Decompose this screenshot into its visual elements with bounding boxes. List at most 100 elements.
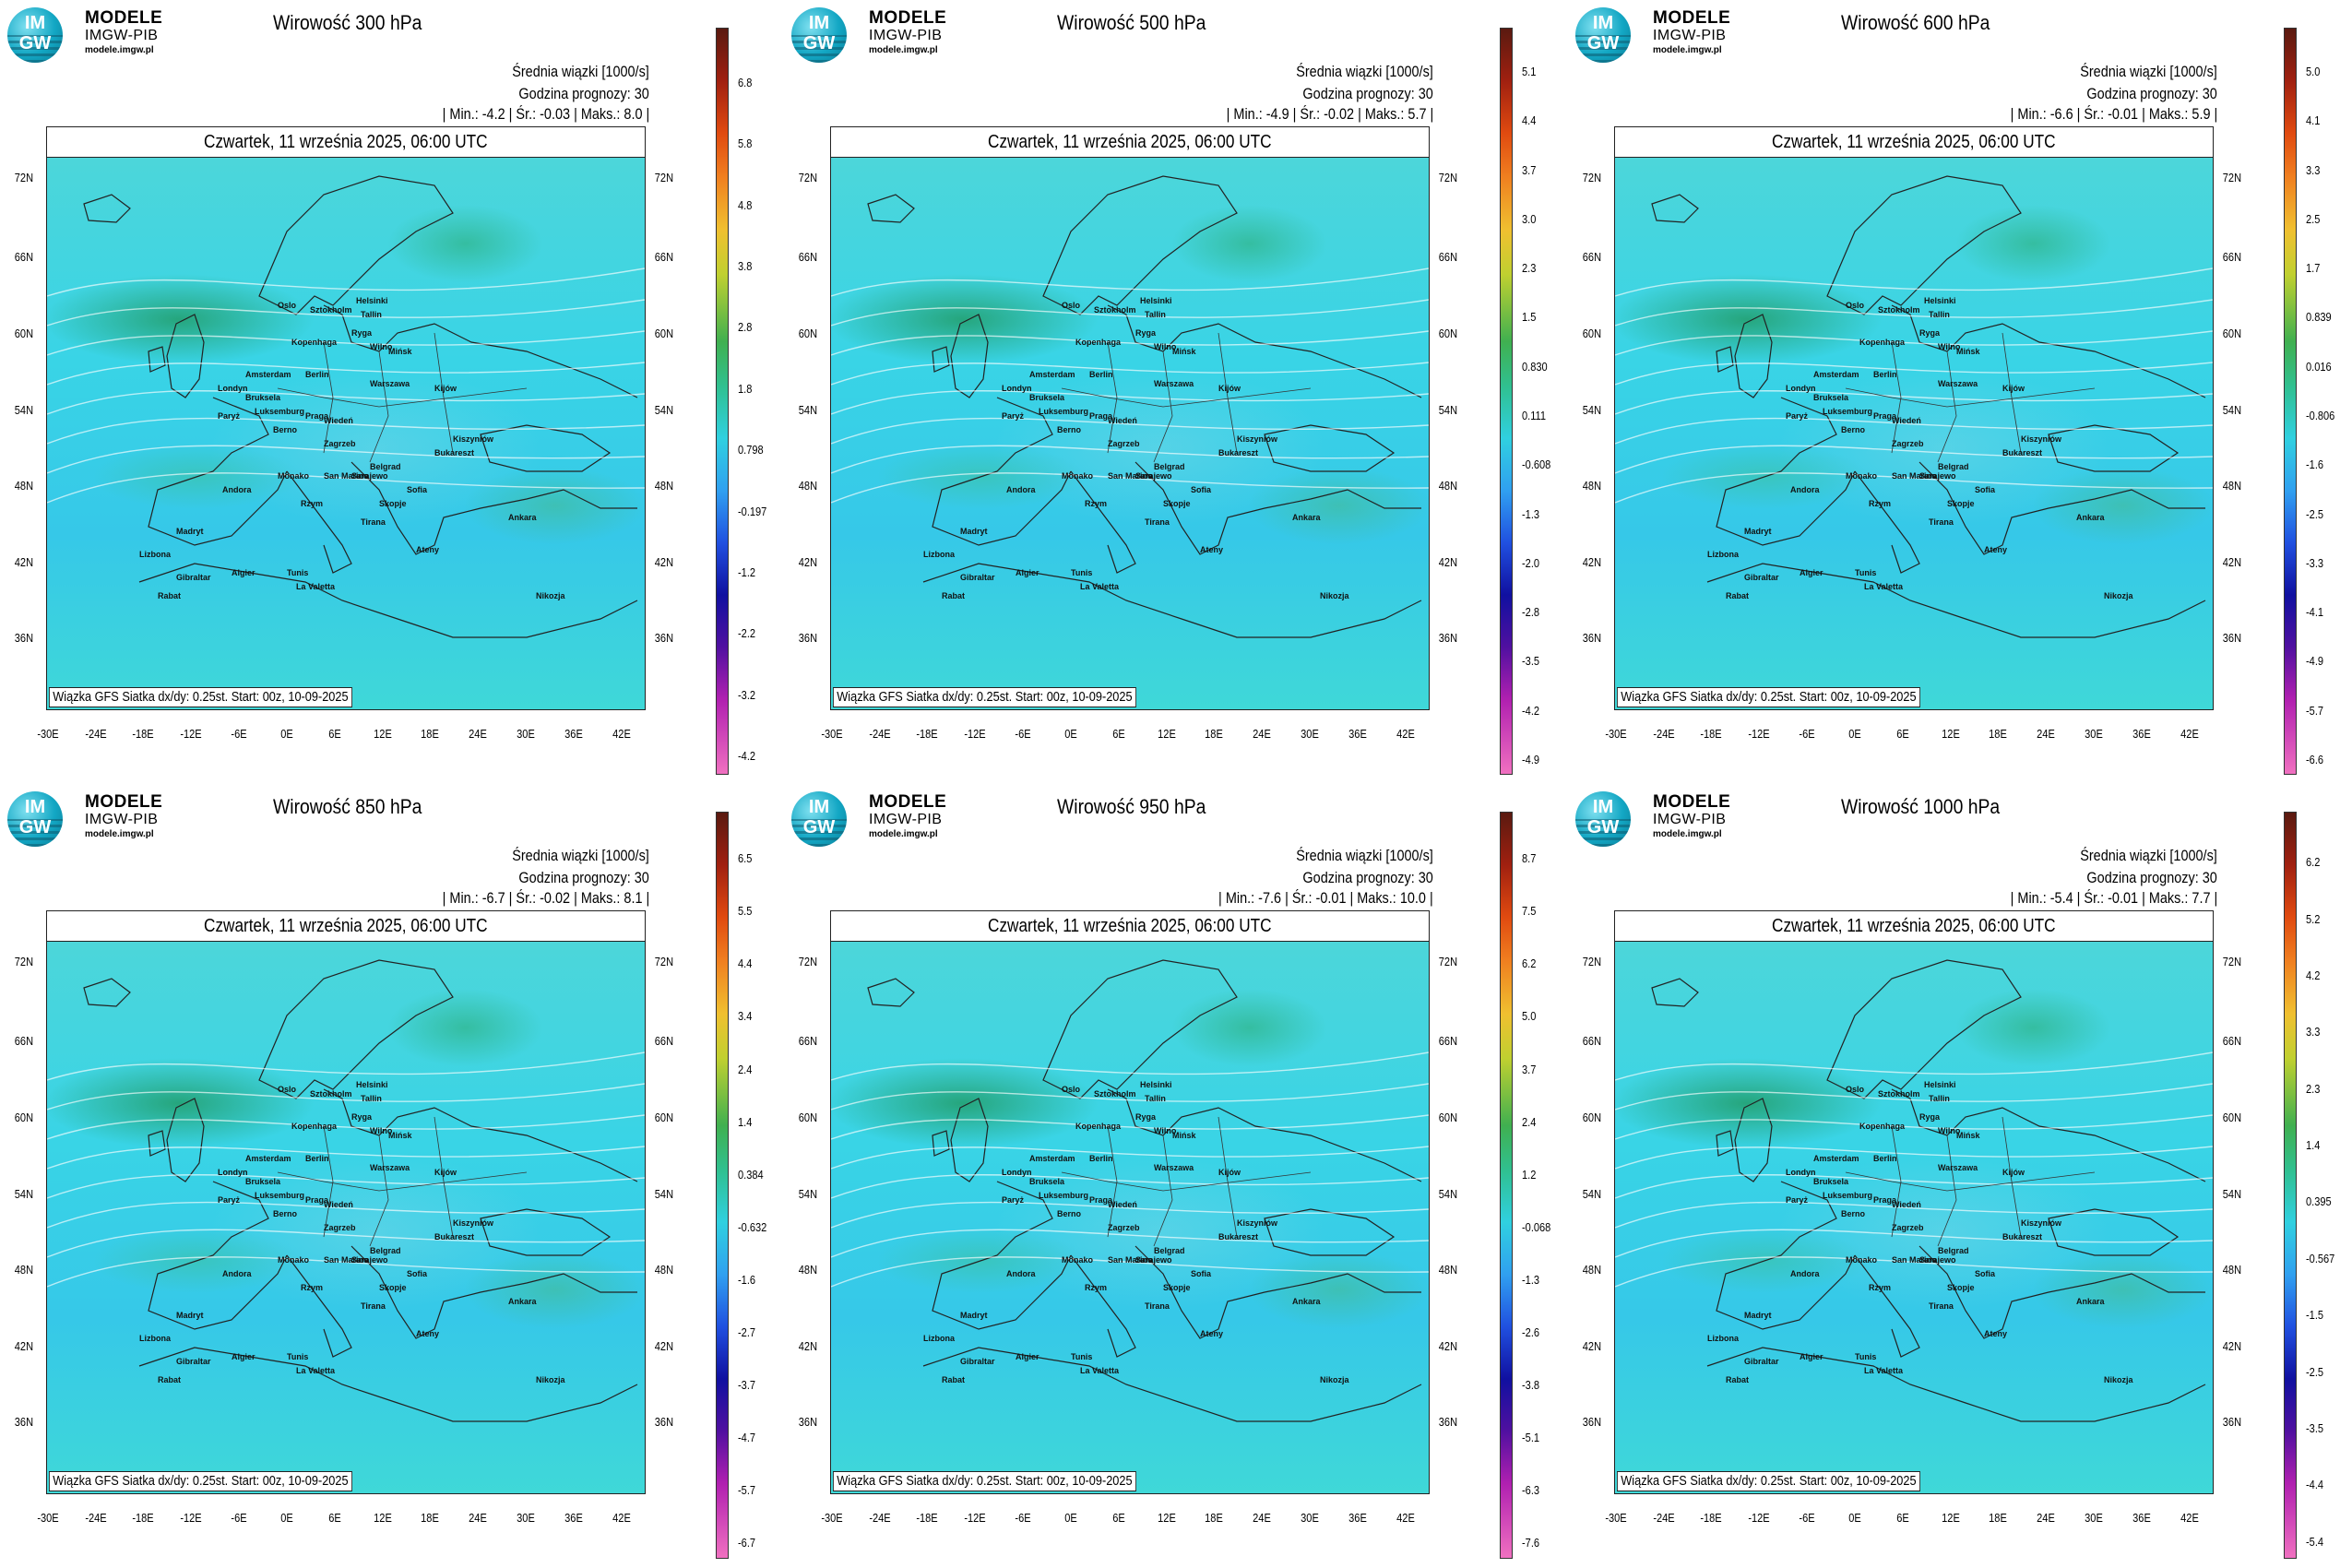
city-label: Londyn	[1002, 384, 1032, 393]
black-sea-coast	[2048, 1208, 2180, 1256]
map-panel[interactable]: IM GW MODELE IMGW-PIB modele.imgw.pl Wirowoś…	[1568, 784, 2352, 1568]
map-canvas[interactable]	[47, 158, 645, 709]
map-date-header: Czwartek, 11 września 2025, 06:00 UTC	[47, 127, 645, 158]
lat-label-right: 60N	[654, 327, 674, 340]
scandinavia-coast	[1826, 959, 2022, 1099]
lon-label: 24E	[2037, 1511, 2055, 1525]
colorbar-tick-label: -5.7	[738, 1483, 756, 1497]
subtitle-line: Średnia wiązki [1000/s]	[2080, 847, 2217, 864]
balkans-turkey-coast	[350, 461, 637, 555]
city-label: Kiszyniów	[2021, 434, 2062, 444]
north-africa-coast	[1706, 1347, 2206, 1422]
lat-label-left: 42N	[14, 1339, 34, 1353]
city-label: Kopenhaga	[291, 338, 338, 347]
colorbar-tick-label: 5.8	[738, 137, 753, 150]
city-label: Madryt	[1744, 527, 1772, 536]
black-sea-coast	[480, 1208, 612, 1256]
city-label: Praga	[305, 411, 329, 421]
stat-max: 8.1	[624, 889, 643, 907]
lat-label-right: 42N	[2222, 555, 2242, 569]
city-label: Praga	[1089, 411, 1113, 421]
map-canvas[interactable]	[47, 942, 645, 1493]
city-label: Mińsk	[1172, 1131, 1196, 1140]
brand-url[interactable]: modele.imgw.pl	[1653, 45, 1722, 55]
vorticity-map[interactable]: Czwartek, 11 września 2025, 06:00 UTC Osl…	[1614, 910, 2214, 1494]
brand-url[interactable]: modele.imgw.pl	[85, 829, 154, 839]
scandinavia-coast	[1042, 175, 1238, 315]
city-label: Wiedeń	[1108, 1200, 1137, 1209]
city-label: Tallin	[1929, 310, 1950, 319]
city-label: Ryga	[351, 328, 373, 338]
city-label: Sztokholm	[1878, 305, 1920, 315]
lat-label-right: 66N	[654, 1034, 674, 1048]
colorbar-tick-label: -0.806	[2306, 409, 2335, 422]
lat-label-right: 72N	[1438, 955, 1458, 968]
lat-label-right: 66N	[1438, 250, 1458, 264]
logo-letters: IM GW	[18, 13, 52, 53]
city-label: Tirana	[1145, 1301, 1170, 1311]
italy-coast	[1070, 1254, 1136, 1358]
vorticity-map[interactable]: Czwartek, 11 września 2025, 06:00 UTC Osl…	[46, 126, 646, 710]
france-iberia-coast	[932, 1181, 1072, 1330]
map-panel[interactable]: IM GW MODELE IMGW-PIB modele.imgw.pl Wirowoś…	[1568, 0, 2352, 784]
lat-label-left: 66N	[1582, 250, 1602, 264]
vorticity-map[interactable]: Czwartek, 11 września 2025, 06:00 UTC Osl…	[830, 910, 1430, 1494]
isoline	[47, 1174, 645, 1199]
isoline	[47, 267, 645, 297]
imgw-logo: IM GW	[7, 7, 63, 63]
map-canvas[interactable]	[831, 158, 1429, 709]
city-label: Rabat	[158, 591, 182, 600]
isoline	[47, 1051, 645, 1081]
map-canvas[interactable]	[831, 942, 1429, 1493]
map-panel[interactable]: IM GW MODELE IMGW-PIB modele.imgw.pl Wirowoś…	[0, 0, 784, 784]
stat-max: 10.0	[1400, 889, 1427, 907]
city-label: Kiszyniów	[1237, 434, 1278, 444]
city-label: Tirana	[1145, 517, 1170, 527]
model-footer: Wiązka GFS Siatka dx/dy: 0.25st. Start: …	[49, 687, 352, 707]
colorbar-tick-label: -4.9	[2306, 654, 2324, 668]
city-label: Rabat	[942, 591, 966, 600]
brand-url[interactable]: modele.imgw.pl	[85, 45, 154, 55]
city-label: Rabat	[942, 1375, 966, 1384]
isoline	[831, 472, 1429, 504]
colorbar-tick-label: 5.5	[738, 904, 753, 918]
lon-label: -30E	[1605, 1511, 1627, 1525]
colorbar-tick-label: 0.111	[1522, 409, 1547, 422]
map-panel[interactable]: IM GW MODELE IMGW-PIB modele.imgw.pl Wirowoś…	[784, 784, 1568, 1568]
colorbar-tick-label: 3.7	[1522, 1063, 1537, 1076]
city-label: Ryga	[1919, 1112, 1941, 1122]
stat-max: 5.9	[2192, 105, 2211, 123]
isoline	[1615, 445, 2213, 474]
lon-label: -12E	[964, 727, 986, 741]
city-label: Sofia	[1975, 1269, 1996, 1278]
map-panel[interactable]: IM GW MODELE IMGW-PIB modele.imgw.pl Wirowoś…	[0, 784, 784, 1568]
vorticity-map[interactable]: Czwartek, 11 września 2025, 06:00 UTC Osl…	[830, 126, 1430, 710]
italy-coast	[1854, 1254, 1920, 1358]
vorticity-map[interactable]: Czwartek, 11 września 2025, 06:00 UTC Osl…	[46, 910, 646, 1494]
brand-url[interactable]: modele.imgw.pl	[869, 45, 938, 55]
isoline	[831, 299, 1429, 327]
forecast-hour: Godzina prognozy: 30	[2086, 869, 2217, 886]
colorbar-tick-label: 3.7	[1522, 163, 1537, 177]
lon-label: -12E	[180, 727, 202, 741]
lat-label-left: 66N	[798, 250, 818, 264]
brand-url[interactable]: modele.imgw.pl	[1653, 829, 1722, 839]
colorbar-tick-label: 6.8	[738, 76, 753, 89]
brand-url[interactable]: modele.imgw.pl	[869, 829, 938, 839]
map-canvas[interactable]	[1615, 158, 2213, 709]
isoline	[831, 1146, 1429, 1170]
lat-label-right: 42N	[1438, 555, 1458, 569]
city-label: Ankara	[2076, 1297, 2105, 1306]
colorbar-tick-label: 1.8	[738, 382, 753, 396]
lon-label: -24E	[869, 727, 891, 741]
vorticity-map[interactable]: Czwartek, 11 września 2025, 06:00 UTC Osl…	[1614, 126, 2214, 710]
lat-label-left: 60N	[798, 1111, 818, 1124]
brand-name: MODELE	[869, 8, 947, 28]
city-label: Algier	[1800, 1352, 1823, 1361]
map-canvas[interactable]	[1615, 942, 2213, 1493]
map-panel[interactable]: IM GW MODELE IMGW-PIB modele.imgw.pl Wirowoś…	[784, 0, 1568, 784]
lat-label-right: 66N	[2222, 1034, 2242, 1048]
city-label: Nikozja	[2104, 1375, 2133, 1384]
isoline	[47, 1229, 645, 1258]
city-label: Oslo	[278, 301, 297, 310]
